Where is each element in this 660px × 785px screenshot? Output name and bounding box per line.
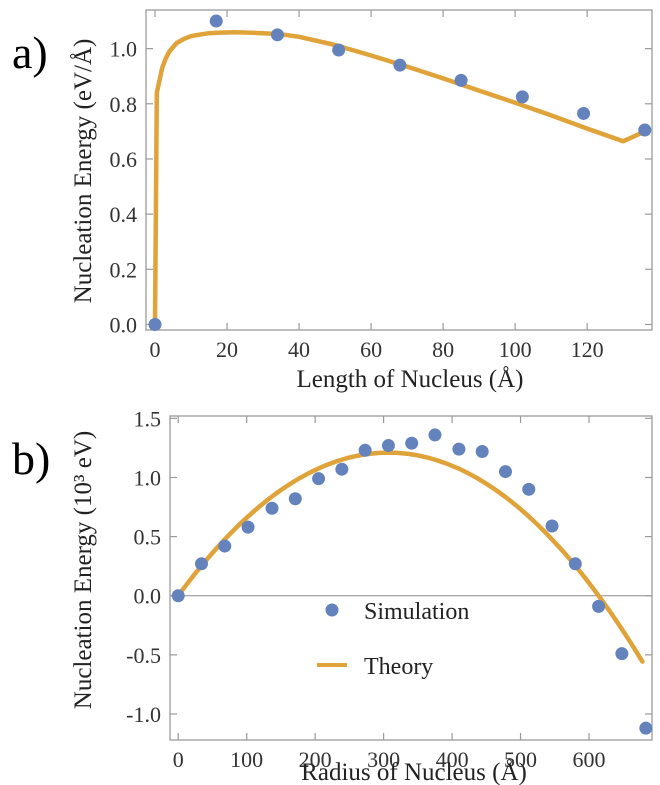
panel-b-simulation-point	[218, 539, 232, 553]
panel-a-simulation-point	[332, 43, 346, 57]
b-y-tick-label: 1.0	[134, 465, 162, 490]
panel-b-simulation-point	[288, 492, 302, 506]
panel-b-label: b)	[12, 433, 50, 484]
a-y-tick-label: 0.0	[110, 312, 138, 337]
panel-a-simulation-point	[515, 90, 529, 104]
a-y-tick-label: 0.4	[110, 202, 138, 227]
panel-a-chart: a) 0 20 40 60 80 100 120 0.0 0.2 0.4 0.6 0.8 1.0 Len…	[12, 9, 653, 393]
b-x-tick-label: 400	[436, 747, 469, 772]
panel-b-simulation-point	[194, 557, 208, 571]
a-x-tick-label: 20	[216, 337, 238, 362]
panel-b-simulation-point	[405, 436, 419, 450]
panel-b-simulation-point	[241, 520, 255, 534]
b-y-tick-label: 1.5	[134, 406, 162, 431]
panel-b-theory-line	[175, 450, 645, 664]
panel-b-simulation-point	[428, 428, 442, 442]
b-y-tick-label: -1.0	[126, 702, 161, 727]
panel-b-simulation-point	[335, 462, 349, 476]
panel-b-simulation-point	[381, 439, 395, 453]
panel-a-simulation-point	[209, 14, 223, 28]
panel-b-legend: Simulation Theory	[317, 599, 469, 680]
panel-a-simulation-point	[577, 106, 591, 120]
b-y-tick-label: 0.0	[134, 584, 162, 609]
panel-b-simulation-point	[592, 599, 606, 613]
b-x-tick-label: 0	[173, 747, 184, 772]
panel-a-theory-line	[152, 30, 648, 327]
b-x-tick-label: 200	[299, 747, 332, 772]
panel-b-simulation-point	[452, 442, 466, 456]
panel-b-simulation-point	[639, 721, 653, 735]
b-x-tick-label: 500	[504, 747, 537, 772]
b-y-tick-label: -0.5	[126, 643, 161, 668]
a-y-tick-label: 1.0	[110, 37, 138, 62]
a-x-tick-label: 100	[499, 337, 532, 362]
legend-simulation-marker	[325, 603, 339, 617]
legend-simulation-label: Simulation	[364, 599, 469, 625]
panel-b-simulation-point	[312, 472, 326, 486]
panel-a-x-axis-label: Length of Nucleus (Å)	[296, 366, 523, 393]
a-y-tick-label: 0.2	[110, 257, 138, 282]
a-y-tick-label: 0.6	[110, 147, 138, 172]
panel-a-simulation-point	[393, 58, 407, 72]
panel-b-simulation-point	[522, 482, 536, 496]
panel-a-simulation-point	[270, 28, 284, 42]
b-x-tick-label: 300	[367, 747, 400, 772]
panel-b-simulation-point	[475, 444, 489, 458]
a-x-tick-label: 0	[150, 337, 161, 362]
panel-b-simulation-point	[265, 501, 279, 515]
b-y-tick-label: 0.5	[134, 525, 162, 550]
a-y-tick-label: 0.8	[110, 92, 138, 117]
panel-a-simulation-point	[638, 123, 652, 137]
panel-a-label: a)	[12, 27, 48, 78]
a-x-tick-label: 120	[571, 337, 604, 362]
panel-b-simulation-point	[498, 465, 512, 479]
panel-b-simulation-point	[171, 589, 185, 603]
a-x-tick-label: 40	[288, 337, 310, 362]
panel-b-y-axis-label: Nucleation Energy (10³ eV)	[70, 431, 97, 709]
panel-b-simulation-point	[358, 443, 372, 457]
panel-b-simulation-point	[615, 647, 629, 661]
b-x-tick-label: 600	[573, 747, 606, 772]
panel-b-chart: b) 0 100 200 300 400 500 600 -1.0 -0.5 0.0 0.5 1.0 1…	[12, 406, 653, 785]
legend-theory-label: Theory	[364, 654, 433, 680]
panel-a-y-axis-label: Nucleation Energy (eV/Å)	[70, 39, 97, 304]
panel-b-simulation-point	[568, 557, 582, 571]
panel-b-x-axis-label: Radius of Nucleus (Å)	[301, 759, 527, 785]
a-x-tick-label: 80	[432, 337, 454, 362]
panel-a-simulation-point	[454, 73, 468, 87]
panel-a-plot-frame	[145, 9, 653, 331]
b-x-tick-label: 100	[230, 747, 263, 772]
a-x-tick-label: 60	[360, 337, 382, 362]
panel-b-simulation-point	[545, 519, 559, 533]
panel-a-simulation-point	[148, 317, 162, 331]
panel-b-plot-frame	[169, 415, 653, 741]
